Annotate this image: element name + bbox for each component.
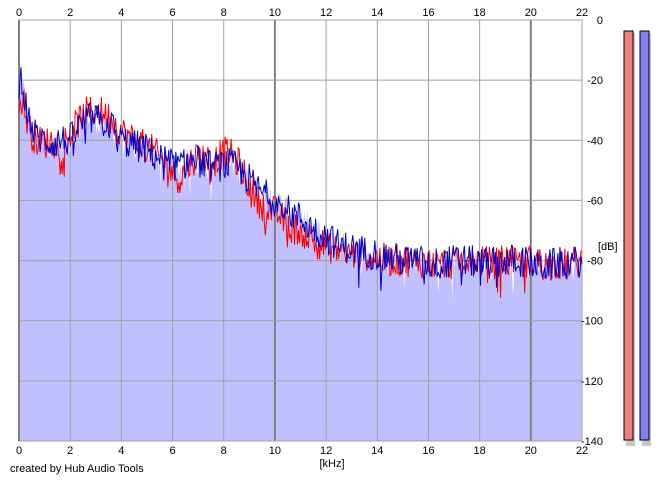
- x-tick-label-bottom: 12: [320, 445, 332, 457]
- level-meters: [623, 30, 651, 446]
- x-tick-label-bottom: 20: [525, 445, 537, 457]
- x-tick-label-bottom: 2: [67, 445, 73, 457]
- y-tick-label: -100: [581, 316, 603, 328]
- series-line-blue: [18, 67, 583, 291]
- x-tick-label: 22: [576, 7, 588, 19]
- x-tick-label: 14: [371, 7, 383, 19]
- series-layer: [18, 67, 583, 298]
- x-tick-label-bottom: 14: [371, 445, 383, 457]
- y-tick-label: -120: [581, 376, 603, 388]
- x-tick-label-bottom: 0: [16, 445, 22, 457]
- x-tick-label: 0: [16, 7, 22, 19]
- level-meter-left: [623, 30, 634, 441]
- y-tick-label: -20: [587, 75, 603, 87]
- x-tick-label-bottom: 6: [169, 445, 175, 457]
- x-tick-label-bottom: 16: [422, 445, 434, 457]
- x-tick-label-bottom: 18: [474, 445, 486, 457]
- x-tick-label: 10: [269, 7, 281, 19]
- y-tick-label: 0: [597, 15, 603, 27]
- y-tick-label: -60: [587, 195, 603, 207]
- x-tick-label: 20: [525, 7, 537, 19]
- x-tick-label: 8: [221, 7, 227, 19]
- x-tick-label: 2: [67, 7, 73, 19]
- x-tick-labels: 0 2 4 6 8 10 12 14 16 18 20 22 0 2 4 6 8 10 12 14 16 18 20 22: [16, 7, 588, 457]
- x-tick-label-bottom: 22: [576, 445, 588, 457]
- y-tick-labels: 0 -20 -40 -60 -80 -100 -120 -140: [581, 15, 603, 448]
- x-tick-label-bottom: 8: [221, 445, 227, 457]
- credit-text: created by Hub Audio Tools: [10, 463, 144, 475]
- y-tick-label: -140: [581, 436, 603, 448]
- x-tick-label: 16: [422, 7, 434, 19]
- y-tick-label: -80: [587, 256, 603, 268]
- x-tick-label: 4: [118, 7, 124, 19]
- y-tick-label: -40: [587, 135, 603, 147]
- x-axis-label: [kHz]: [319, 458, 344, 470]
- x-tick-label-bottom: 10: [269, 445, 281, 457]
- x-tick-label-bottom: 4: [118, 445, 124, 457]
- x-tick-label: 18: [474, 7, 486, 19]
- x-tick-label: 6: [169, 7, 175, 19]
- grid-layer: [18, 19, 583, 442]
- level-meter-right: [639, 30, 650, 441]
- y-axis-label: [dB]: [598, 241, 618, 253]
- series-line-red: [18, 90, 583, 298]
- x-tick-label: 12: [320, 7, 332, 19]
